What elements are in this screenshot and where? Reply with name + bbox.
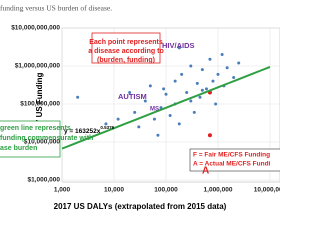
point <box>177 122 181 126</box>
point <box>216 72 220 76</box>
point <box>104 122 108 126</box>
x-tick-label: 10,000 <box>104 187 124 194</box>
point <box>162 87 166 91</box>
y-tick-label: $1,000,000 <box>27 177 60 184</box>
green-note-text: funding commensurate with <box>0 135 93 142</box>
chart: funding versus US burden of disease. 201… <box>0 4 280 211</box>
x-tick-label: 1,000,000 <box>204 187 233 194</box>
x-tick-label: 1,000 <box>54 187 71 194</box>
y-tick-label: $10,000,000 <box>24 139 61 146</box>
equation-exponent: 0.5376 <box>100 125 114 130</box>
trend-line <box>61 65 271 150</box>
y-tick-label: $10,000,000,000 <box>11 25 60 32</box>
key-text: A = Actual ME/CFS Fundi <box>193 161 271 168</box>
point <box>214 102 218 106</box>
point <box>180 72 184 76</box>
point <box>195 81 199 85</box>
point <box>211 79 215 83</box>
trend-equation: y = 163252x0.5376 <box>64 125 115 135</box>
point <box>225 66 229 70</box>
key-text: F = Fair ME/CFS Funding <box>193 152 270 159</box>
point <box>204 87 208 91</box>
point <box>164 92 168 96</box>
point <box>143 99 147 103</box>
x-tick-label: 100,000 <box>154 187 178 194</box>
point <box>173 79 177 83</box>
point <box>116 117 120 121</box>
note-text: Each point represents <box>89 39 163 46</box>
key-box <box>189 148 280 172</box>
point <box>168 113 172 117</box>
point <box>156 133 160 137</box>
point <box>220 53 224 57</box>
point <box>208 57 212 61</box>
green-note-text: ase burden <box>0 145 37 152</box>
chart-title: funding versus US burden of disease. <box>0 4 112 13</box>
y-axis-label: 2017 US Funding <box>35 72 44 137</box>
point <box>177 46 181 50</box>
point <box>76 95 80 99</box>
point <box>232 75 236 79</box>
point <box>148 84 152 88</box>
x-axis-label: 2017 US DALYs (extrapolated from 2015 da… <box>54 202 227 211</box>
note-text: a disease according to <box>88 48 163 55</box>
point <box>200 68 204 72</box>
point <box>200 88 204 92</box>
point <box>152 117 156 121</box>
note-text: (burden, funding) <box>97 57 155 64</box>
point <box>137 125 141 129</box>
y-tick-label: $100,000,000 <box>20 101 60 108</box>
ms-label: MS <box>150 107 159 113</box>
point <box>198 95 202 99</box>
point <box>192 110 196 114</box>
a-marker: A <box>202 166 209 177</box>
point <box>189 99 193 103</box>
point <box>185 91 189 95</box>
point <box>133 110 137 114</box>
green-note-box <box>0 120 61 158</box>
green-note-text: green line represents <box>0 125 71 132</box>
point <box>237 61 241 65</box>
autism-label: AUTISM <box>118 92 147 101</box>
point <box>189 64 193 68</box>
note-box <box>91 32 161 64</box>
equation-base: y = 163252x <box>64 128 101 135</box>
hiv-label: HIV/AIDS <box>162 41 195 50</box>
x-tick-label: 10,000,000 <box>254 187 280 194</box>
point <box>128 91 132 95</box>
point <box>207 133 212 138</box>
y-tick-label: $1,000,000,000 <box>15 63 61 70</box>
